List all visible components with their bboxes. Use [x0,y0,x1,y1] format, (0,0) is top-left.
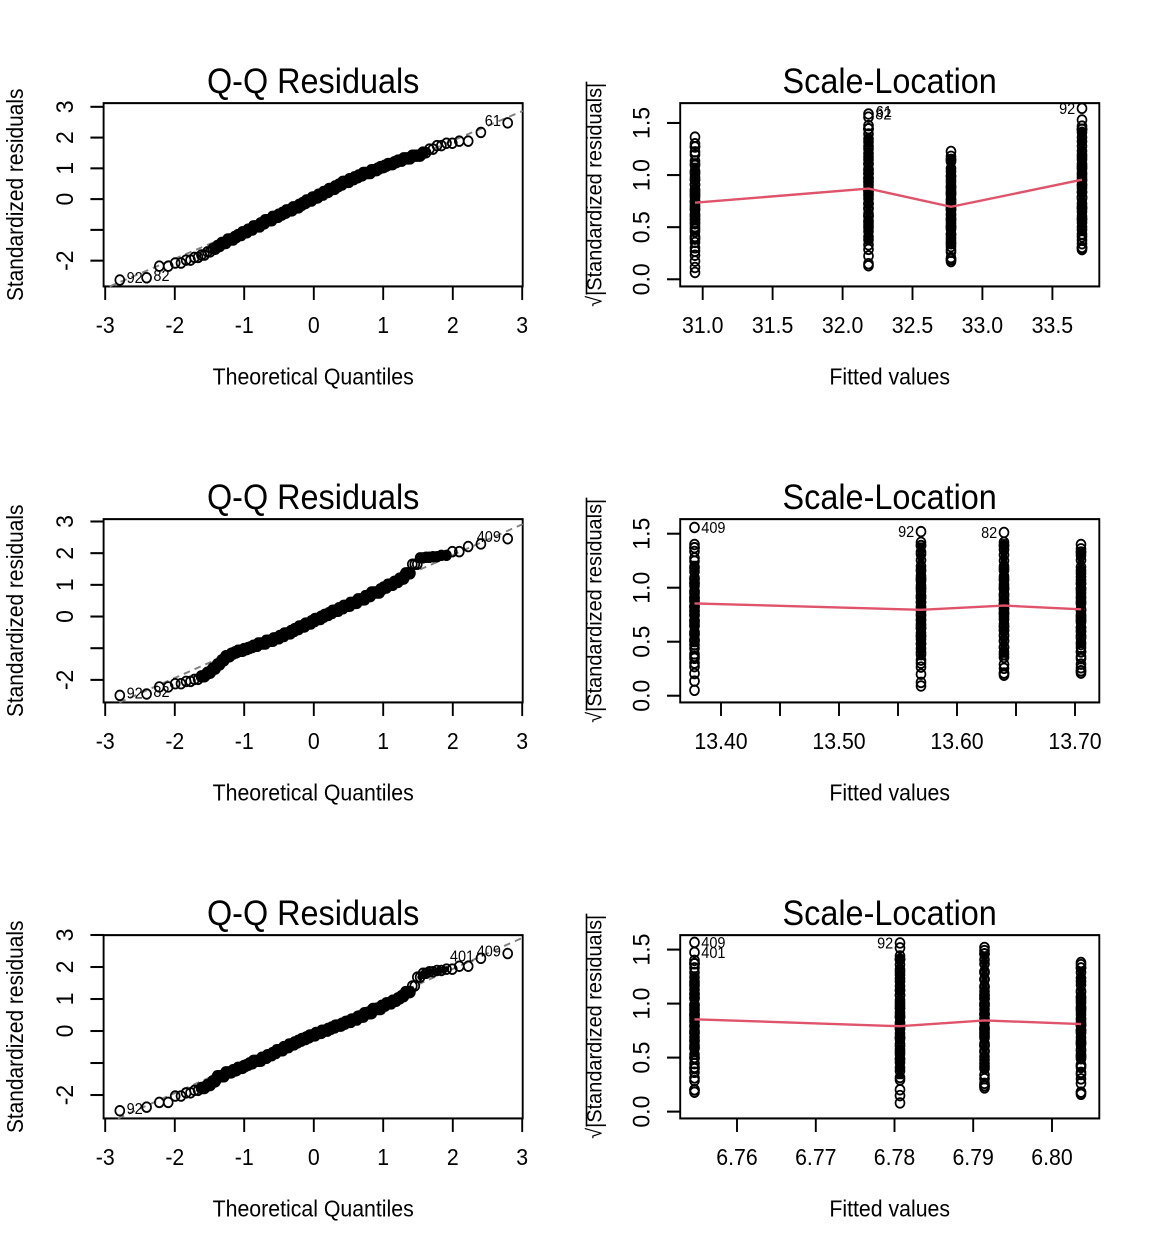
svg-text:-2: -2 [51,1085,79,1106]
svg-text:0.0: 0.0 [628,680,656,712]
svg-text:Fitted values: Fitted values [829,364,950,390]
svg-text:1.0: 1.0 [628,572,656,604]
svg-text:82: 82 [153,267,169,285]
svg-text:6.80: 6.80 [1031,1144,1072,1170]
svg-text:2: 2 [51,131,79,144]
svg-text:1.5: 1.5 [628,518,656,550]
svg-text:1.0: 1.0 [628,988,656,1020]
svg-text:13.50: 13.50 [812,728,865,754]
svg-text:Standardized residuals: Standardized residuals [2,921,28,1134]
svg-text:13.40: 13.40 [694,728,747,754]
svg-text:32.0: 32.0 [822,312,863,338]
svg-text:√|Standardized residuals|: √|Standardized residuals| [583,83,607,307]
svg-text:0: 0 [51,610,79,623]
svg-text:-1: -1 [235,312,254,338]
svg-text:-2: -2 [51,670,79,691]
svg-text:3: 3 [51,929,79,942]
svg-text:3: 3 [51,100,79,113]
svg-text:82: 82 [875,106,891,124]
svg-text:0.5: 0.5 [628,211,656,243]
svg-text:1.5: 1.5 [628,107,656,139]
svg-text:Fitted values: Fitted values [829,780,950,806]
svg-text:13.60: 13.60 [930,728,983,754]
svg-text:Scale-Location: Scale-Location [783,62,997,101]
svg-text:-2: -2 [165,1144,184,1170]
svg-text:0.0: 0.0 [628,1096,656,1128]
svg-text:0: 0 [308,728,320,754]
svg-text:0: 0 [308,1144,320,1170]
svg-text:2: 2 [51,961,79,974]
svg-text:409: 409 [701,935,725,953]
svg-text:-2: -2 [165,728,184,754]
svg-text:6.77: 6.77 [795,1144,836,1170]
svg-text:409: 409 [477,943,501,961]
svg-text:1.0: 1.0 [628,159,656,191]
svg-text:Standardized residuals: Standardized residuals [2,89,28,302]
svg-text:1: 1 [51,578,79,591]
svg-text:2: 2 [51,547,79,560]
svg-text:3: 3 [51,515,79,528]
svg-text:Standardized residuals: Standardized residuals [2,505,28,718]
svg-text:2: 2 [447,1144,459,1170]
svg-text:1: 1 [377,312,389,338]
svg-text:Theoretical Quantiles: Theoretical Quantiles [213,1196,414,1222]
svg-text:Q-Q Residuals: Q-Q Residuals [207,62,419,101]
svg-text:401: 401 [701,944,725,962]
svg-text:2: 2 [447,312,459,338]
svg-text:Theoretical Quantiles: Theoretical Quantiles [213,780,414,806]
svg-text:1.5: 1.5 [628,934,656,966]
svg-text:33.5: 33.5 [1032,312,1073,338]
svg-text:-1: -1 [235,728,254,754]
svg-text:92: 92 [127,1100,143,1118]
svg-text:33.0: 33.0 [962,312,1003,338]
svg-text:92: 92 [1059,100,1075,118]
svg-text:-2: -2 [165,312,184,338]
svg-text:Scale-Location: Scale-Location [783,894,997,933]
svg-text:3: 3 [516,312,528,338]
svg-text:61: 61 [485,112,501,130]
svg-text:-1: -1 [235,1144,254,1170]
svg-text:Q-Q Residuals: Q-Q Residuals [207,478,419,517]
svg-text:6.79: 6.79 [952,1144,993,1170]
svg-text:32.5: 32.5 [892,312,933,338]
svg-text:√|Standardized residuals|: √|Standardized residuals| [583,499,607,723]
svg-text:2: 2 [447,728,459,754]
svg-text:82: 82 [981,525,997,543]
svg-text:409: 409 [701,520,725,538]
svg-text:92: 92 [898,524,914,542]
svg-text:92: 92 [127,685,143,703]
svg-text:Theoretical Quantiles: Theoretical Quantiles [213,364,414,390]
svg-text:0.0: 0.0 [628,263,656,295]
svg-text:1: 1 [51,993,79,1006]
svg-text:Fitted values: Fitted values [829,1196,950,1222]
svg-text:√|Standardized residuals|: √|Standardized residuals| [583,915,607,1139]
svg-text:401: 401 [450,948,474,966]
svg-text:3: 3 [516,728,528,754]
svg-text:6.76: 6.76 [716,1144,757,1170]
svg-text:-3: -3 [96,728,115,754]
svg-text:-2: -2 [51,250,79,271]
svg-text:82: 82 [153,684,169,702]
svg-text:3: 3 [516,1144,528,1170]
svg-text:0.5: 0.5 [628,626,656,658]
svg-text:1: 1 [377,728,389,754]
svg-text:31.5: 31.5 [752,312,793,338]
svg-text:409: 409 [477,528,501,546]
svg-text:0: 0 [51,1025,79,1038]
svg-text:Scale-Location: Scale-Location [783,478,997,517]
svg-text:-3: -3 [96,1144,115,1170]
svg-text:92: 92 [127,270,143,288]
svg-text:0.5: 0.5 [628,1042,656,1074]
svg-text:0: 0 [308,312,320,338]
svg-text:31.0: 31.0 [682,312,723,338]
svg-text:Q-Q Residuals: Q-Q Residuals [207,894,419,933]
svg-text:1: 1 [51,162,79,175]
svg-text:-3: -3 [96,312,115,338]
svg-text:92: 92 [877,935,893,953]
svg-text:6.78: 6.78 [874,1144,915,1170]
svg-text:1: 1 [377,1144,389,1170]
svg-text:13.70: 13.70 [1048,728,1101,754]
svg-text:0: 0 [51,193,79,206]
svg-text:61: 61 [876,103,892,121]
